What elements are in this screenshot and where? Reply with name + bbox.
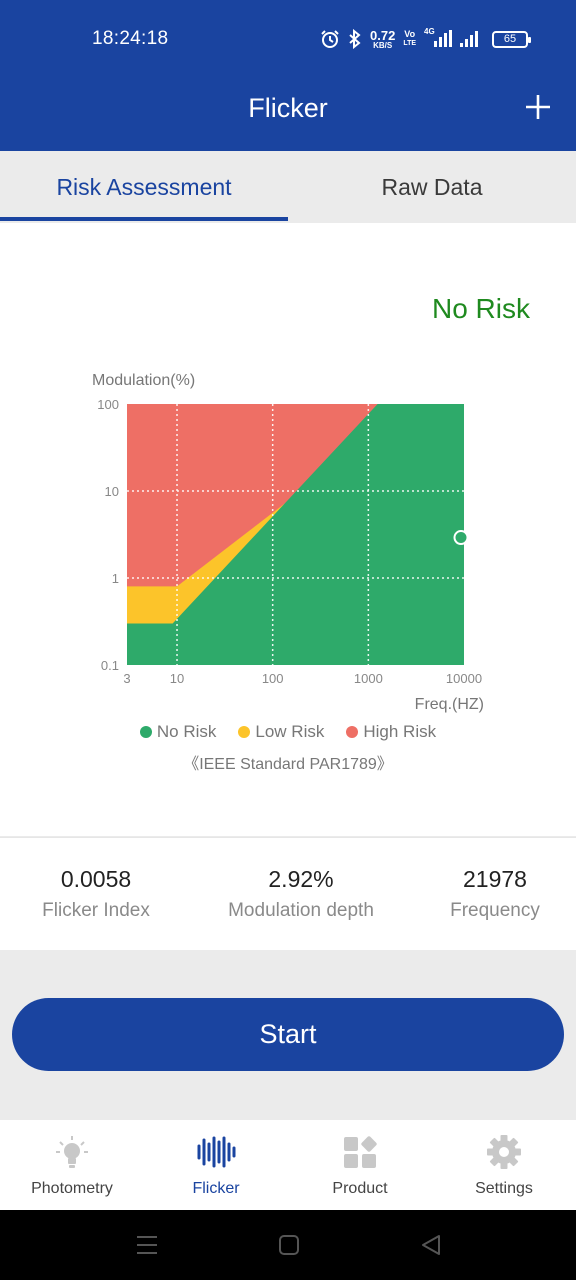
nav-label-settings: Settings xyxy=(475,1180,533,1197)
plus-icon[interactable] xyxy=(524,93,552,121)
nav-label-photometry: Photometry xyxy=(31,1180,113,1197)
chart-legend: No Risk Low Risk High Risk xyxy=(0,722,576,742)
risk-status: No Risk xyxy=(431,293,530,324)
gear-icon xyxy=(484,1134,524,1170)
legend-no-risk-dot xyxy=(139,726,152,738)
tab-bar: Risk Assessment Raw Data xyxy=(0,151,576,223)
network-type: 4G xyxy=(424,27,435,36)
x-tick-label: 3 xyxy=(123,671,130,686)
measurement-point xyxy=(453,530,469,546)
network-speed: 0.72 KB/S xyxy=(370,29,395,50)
status-icons: 0.72 KB/S Vo LTE 4G 65 xyxy=(320,24,532,54)
network-speed-value: 0.72 xyxy=(370,27,396,43)
legend-item-low-risk: Low Risk xyxy=(238,722,324,742)
bluetooth-icon xyxy=(348,29,362,49)
menu-icon[interactable] xyxy=(134,1232,160,1258)
status-time: 18:24:18 xyxy=(92,28,169,49)
battery-level: 65 xyxy=(503,33,517,45)
nav-item-product[interactable]: Product xyxy=(288,1120,432,1210)
tab-raw-data[interactable]: Raw Data xyxy=(381,174,483,200)
tab-indicator xyxy=(0,217,288,221)
stat-value: 0.0058 xyxy=(60,866,132,892)
stats-panel: 0.0058 Flicker Index 2.92% Modulation de… xyxy=(0,837,576,950)
stat-value: 21978 xyxy=(463,866,527,892)
app-bar: Flicker xyxy=(0,75,576,151)
start-button[interactable]: Start xyxy=(12,998,564,1071)
signal-4g-icon: 4G xyxy=(424,27,453,49)
system-navigation-bar xyxy=(0,1210,576,1280)
bottom-nav: Photometry Flicker Product xyxy=(0,1120,576,1210)
x-tick-label: 10 xyxy=(170,671,184,686)
standard-reference: 《IEEE Standard PAR1789》 xyxy=(183,756,393,773)
page-title: Flicker xyxy=(248,93,328,123)
nav-item-photometry[interactable]: Photometry xyxy=(0,1120,144,1210)
legend-item-no-risk: No Risk xyxy=(139,722,217,742)
home-icon[interactable] xyxy=(276,1232,302,1258)
chart-y-axis-label: Modulation(%) xyxy=(92,372,195,389)
x-tick-label: 1000 xyxy=(354,671,383,686)
volte-indicator: Vo LTE xyxy=(403,30,416,48)
y-tick-label: 0.1 xyxy=(101,658,119,673)
network-speed-unit: KB/S xyxy=(373,40,393,50)
volte-bottom: LTE xyxy=(403,40,417,47)
nav-item-flicker[interactable]: Flicker xyxy=(144,1120,288,1210)
nav-label-product: Product xyxy=(332,1180,388,1197)
alarm-icon xyxy=(320,29,340,49)
battery-icon: 65 xyxy=(492,30,532,48)
y-tick-label: 10 xyxy=(105,484,119,499)
legend-low-risk-label: Low Risk xyxy=(255,722,325,741)
stat-label: Flicker Index xyxy=(42,900,150,921)
legend-item-high-risk: High Risk xyxy=(346,722,436,742)
stat-value: 2.92% xyxy=(268,866,334,892)
tab-risk-assessment[interactable]: Risk Assessment xyxy=(56,174,232,200)
legend-high-risk-dot xyxy=(346,726,359,738)
lightbulb-icon xyxy=(52,1134,92,1170)
status-bar: 18:24:18 0.72 KB/S Vo LTE 4G 65 xyxy=(0,0,576,75)
flicker-risk-chart: 3 10 100 1000 10000 100 10 1 0.1 Modulation(%) F… xyxy=(92,372,484,713)
y-tick-label: 1 xyxy=(112,571,119,586)
nav-item-settings[interactable]: Settings xyxy=(432,1120,576,1210)
x-tick-label: 100 xyxy=(262,671,284,686)
risk-assessment-panel: No Risk 3 10 100 1000 10000 100 10 1 0.1 Modulat… xyxy=(0,223,576,836)
legend-no-risk-label: No Risk xyxy=(156,722,217,741)
x-tick-label: 10000 xyxy=(446,671,482,686)
back-icon[interactable] xyxy=(418,1232,444,1258)
chart-x-axis-label: Freq.(HZ) xyxy=(415,696,484,713)
legend-high-risk-label: High Risk xyxy=(363,722,437,741)
legend-low-risk-dot xyxy=(238,726,251,738)
grid-icon xyxy=(340,1134,380,1170)
stat-label: Frequency xyxy=(450,900,540,921)
signal-icon xyxy=(460,29,484,49)
stat-label: Modulation depth xyxy=(228,900,374,921)
y-tick-label: 100 xyxy=(97,397,119,412)
waveform-icon xyxy=(196,1134,236,1170)
volte-top: Vo xyxy=(404,29,416,39)
no-risk-region xyxy=(127,404,464,665)
nav-label-flicker: Flicker xyxy=(192,1180,240,1197)
